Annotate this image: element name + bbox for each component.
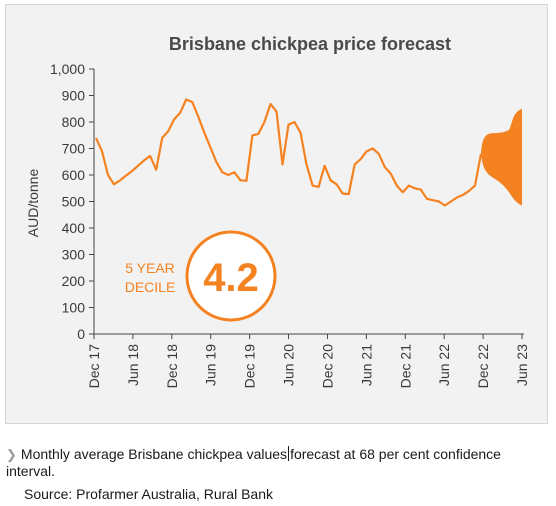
y-tick-label: 0 — [77, 326, 85, 342]
y-tick-label: 400 — [62, 220, 86, 236]
caption-text-part1: Monthly average Brisbane chickpea values — [20, 446, 288, 462]
x-tick-label: Jun 23 — [514, 344, 530, 386]
y-tick-label: 900 — [62, 88, 86, 104]
x-tick-label: Dec 21 — [397, 344, 413, 389]
x-tick-label: Dec 17 — [86, 344, 102, 389]
y-axis-label: AUD/tonne — [25, 169, 41, 238]
decile-value: 4.2 — [203, 256, 259, 300]
y-axis: 0 100 200 300 400 500 600 700 800 900 1,000 — [50, 61, 95, 342]
y-tick-label: 300 — [62, 247, 86, 263]
x-tick-label: Jun 22 — [436, 344, 452, 386]
chart-caption: ❯ Monthly average Brisbane chickpea value… — [6, 446, 546, 480]
x-tick-label: Dec 22 — [475, 344, 491, 389]
x-tick-label: Jun 20 — [281, 344, 297, 386]
decile-label-line1: 5 YEAR — [125, 260, 175, 276]
x-axis: Dec 17 Jun 18 Dec 18 Jun 19 Dec 19 Jun 20 Dec … — [86, 333, 530, 389]
caption-cursor — [288, 446, 290, 461]
x-tick-label: Dec 20 — [319, 344, 335, 389]
price-chart: Brisbane chickpea price forecast AUD/ton… — [25, 34, 530, 389]
y-tick-label: 200 — [62, 273, 86, 289]
caption-arrow-icon: ❯ — [6, 447, 17, 462]
x-tick-label: Jun 18 — [125, 344, 141, 386]
forecast-band — [481, 108, 522, 206]
chart-title: Brisbane chickpea price forecast — [169, 34, 451, 54]
decile-label-line2: DECILE — [125, 279, 176, 295]
caption-text-part2: forecast at 68 per cent confidence inter… — [6, 446, 501, 479]
decile-circle — [185, 230, 277, 322]
chart-source: Source: Profarmer Australia, Rural Bank — [24, 486, 273, 502]
y-tick-label: 100 — [62, 300, 86, 316]
chart-panel — [5, 4, 548, 424]
y-tick-label: 1,000 — [50, 61, 85, 77]
y-tick-label: 600 — [62, 167, 86, 183]
decile-badge: 4.2 5 YEAR DECILE — [125, 230, 277, 322]
y-tick-label: 800 — [62, 114, 86, 130]
price-line-series — [94, 98, 483, 207]
x-tick-label: Jun 21 — [358, 344, 374, 386]
x-tick-label: Jun 19 — [203, 344, 219, 386]
y-tick-label: 500 — [62, 194, 86, 210]
y-tick-label: 700 — [62, 141, 86, 157]
x-tick-label: Dec 19 — [242, 344, 258, 389]
x-tick-label: Dec 18 — [164, 344, 180, 389]
